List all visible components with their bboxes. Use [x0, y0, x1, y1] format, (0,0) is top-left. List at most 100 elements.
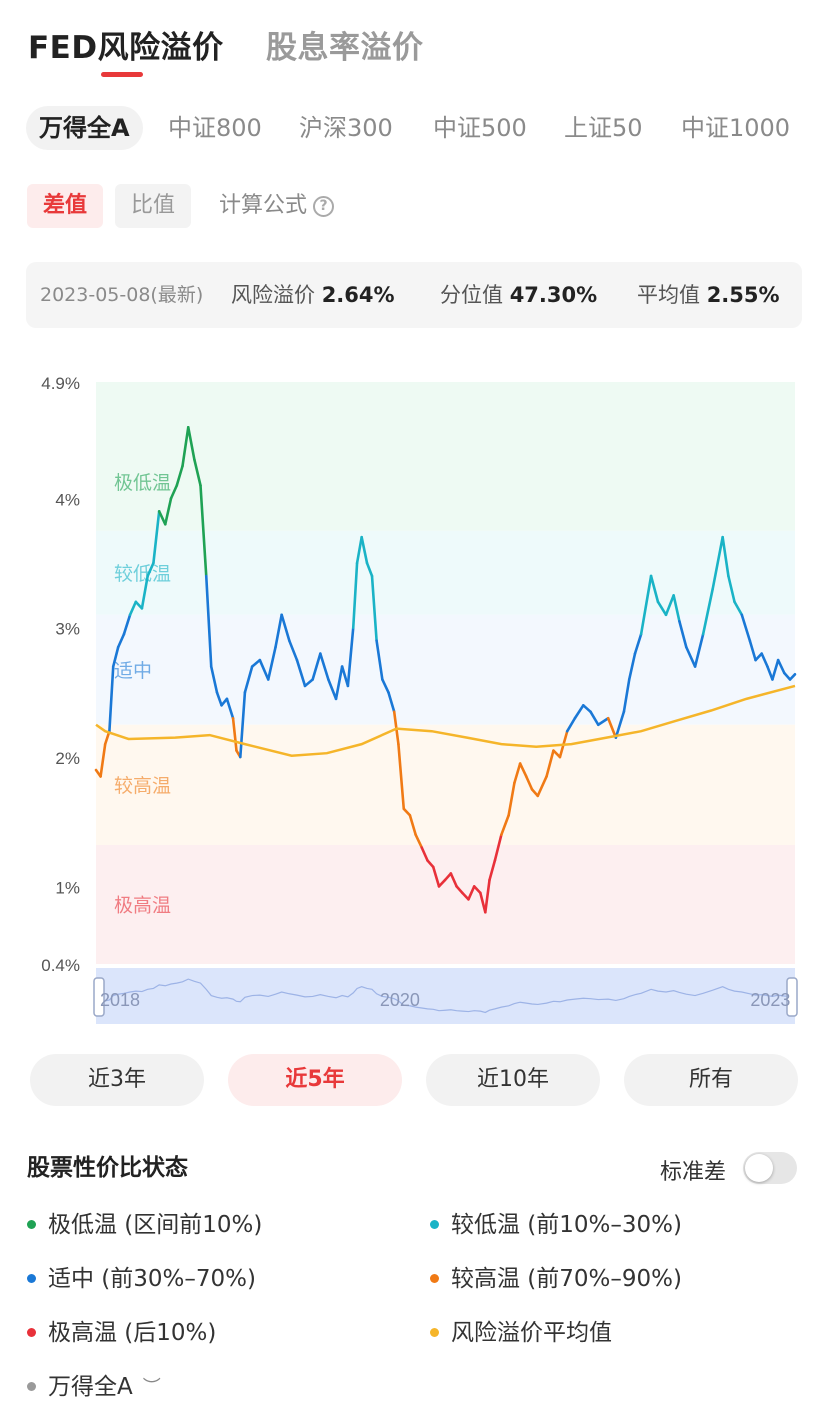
- premium-segment: [163, 497, 173, 526]
- range-5y-button[interactable]: 近5年: [228, 1054, 402, 1106]
- premium-segment: [327, 678, 338, 701]
- stat-average-label: 平均值: [637, 283, 700, 307]
- premium-segment: [311, 652, 322, 681]
- premium-segment: [472, 885, 482, 895]
- premium-segment: [582, 704, 592, 714]
- range-all-button[interactable]: 所有: [624, 1054, 798, 1106]
- stat-premium: 风险溢价 2.64%: [231, 262, 395, 328]
- legend-item-low[interactable]: 较低温 (前10%–30%): [430, 1210, 682, 1240]
- legend-item-wind-all-a[interactable]: 万得全A ︶: [27, 1372, 161, 1402]
- premium-segment: [684, 645, 697, 668]
- legend-label: 较低温 (前10%–30%): [451, 1212, 682, 1238]
- premium-segment: [449, 872, 458, 888]
- premium-segment: [733, 600, 744, 617]
- premium-segment: [243, 665, 254, 694]
- zone-band: [96, 614, 795, 725]
- premium-segment: [274, 613, 283, 649]
- premium-segment: [518, 762, 528, 778]
- tab-dividend-premium[interactable]: 股息率溢价: [266, 30, 424, 66]
- premium-segment: [596, 716, 610, 727]
- premium-segment: [365, 561, 374, 578]
- index-tab-csi500[interactable]: 中证500: [433, 114, 527, 142]
- legend-item-average[interactable]: 风险溢价平均值: [430, 1318, 612, 1348]
- legend-item-extreme-high[interactable]: 极高温 (后10%): [27, 1318, 216, 1348]
- average-line: [95, 684, 796, 758]
- mode-difference-button[interactable]: 差值: [27, 184, 104, 228]
- premium-segment: [360, 535, 369, 565]
- stat-percentile: 分位值 47.30%: [440, 262, 597, 328]
- premium-segment: [426, 859, 435, 869]
- question-circle-icon[interactable]: ?: [313, 196, 335, 217]
- y-tick-label: 0.4%: [41, 956, 80, 975]
- premium-segment: [175, 464, 184, 487]
- index-tab-sse50[interactable]: 上证50: [564, 114, 643, 142]
- stat-average-value: 2.55%: [706, 283, 780, 307]
- premium-segment: [116, 632, 126, 649]
- range-selector: 近3年 近5年 近10年 所有: [30, 1054, 800, 1106]
- premium-segment: [771, 658, 780, 681]
- premium-segment: [169, 484, 179, 500]
- mode-ratio-button[interactable]: 比值: [115, 184, 192, 228]
- premium-segment: [484, 878, 491, 914]
- index-tab-csi1000[interactable]: 中证1000: [681, 114, 791, 142]
- premium-segment: [375, 639, 384, 681]
- premium-segment: [649, 574, 660, 604]
- range-3y-button[interactable]: 近3年: [30, 1054, 204, 1106]
- zone-band: [96, 382, 795, 531]
- index-tab-csi300[interactable]: 沪深300: [299, 114, 393, 142]
- index-tabs: 万得全A 中证800 沪深300 中证500 上证50 中证1000: [26, 106, 806, 150]
- legend-label: 极低温 (区间前10%): [48, 1212, 263, 1238]
- premium-segment: [488, 859, 497, 882]
- legend-item-high[interactable]: 较高温 (前70%–90%): [430, 1264, 682, 1294]
- premium-segment: [693, 632, 705, 668]
- navigator-line: [95, 978, 796, 1014]
- premium-segment: [295, 658, 307, 688]
- legend-dot: [430, 1328, 439, 1337]
- eye-closed-icon[interactable]: ︶: [142, 1377, 161, 1398]
- premium-segment: [530, 788, 540, 798]
- legend-item-moderate[interactable]: 适中 (前30%–70%): [27, 1264, 256, 1294]
- navigator-handle-left: [93, 977, 105, 1017]
- std-toggle[interactable]: [743, 1152, 797, 1184]
- premium-segment: [204, 574, 213, 668]
- premium-segment: [633, 632, 643, 655]
- formula-link[interactable]: 计算公式?: [219, 184, 335, 228]
- premium-segment: [397, 742, 406, 811]
- premium-segment: [627, 652, 637, 681]
- premium-segment: [711, 535, 724, 591]
- premium-segment: [140, 574, 149, 610]
- index-tab-csi800[interactable]: 中证800: [168, 114, 262, 142]
- zone-label: 极高温: [114, 895, 171, 917]
- premium-segment: [146, 561, 155, 578]
- y-tick-label: 3%: [55, 620, 80, 639]
- stats-bar: 2023-05-08(最新) 风险溢价 2.64% 分位值 47.30% 平均值…: [26, 262, 802, 328]
- y-tick-label: 4.9%: [41, 374, 80, 393]
- premium-segment: [420, 846, 429, 862]
- index-tab-wind-all-a[interactable]: 万得全A: [26, 106, 143, 150]
- premium-segment: [776, 658, 786, 675]
- premium-segment: [381, 678, 390, 694]
- premium-segment: [760, 652, 769, 668]
- premium-segment: [639, 574, 653, 636]
- zone-label: 较高温: [114, 775, 171, 797]
- premium-segment: [128, 600, 138, 617]
- tab-fed-premium[interactable]: FED风险溢价: [28, 30, 224, 66]
- legend-item-extreme-low[interactable]: 极低温 (区间前10%): [27, 1210, 262, 1240]
- premium-segment: [152, 510, 161, 565]
- premium-segment: [766, 665, 774, 681]
- formula-label: 计算公式: [219, 193, 308, 218]
- premium-segment: [387, 691, 396, 714]
- range-10y-button[interactable]: 近10年: [426, 1054, 600, 1106]
- x-tick-label: 2020: [380, 990, 420, 1010]
- premium-segment: [181, 425, 190, 468]
- premium-segment: [565, 716, 577, 733]
- premium-segment: [493, 833, 503, 862]
- premium-segment: [199, 484, 208, 578]
- premium-segment: [678, 619, 688, 649]
- y-tick-label: 1%: [55, 878, 80, 897]
- premium-segment: [467, 885, 476, 901]
- stat-premium-value: 2.64%: [321, 283, 395, 307]
- legend-label: 极高温 (后10%): [48, 1320, 217, 1346]
- x-tick-label: 2018: [100, 990, 140, 1010]
